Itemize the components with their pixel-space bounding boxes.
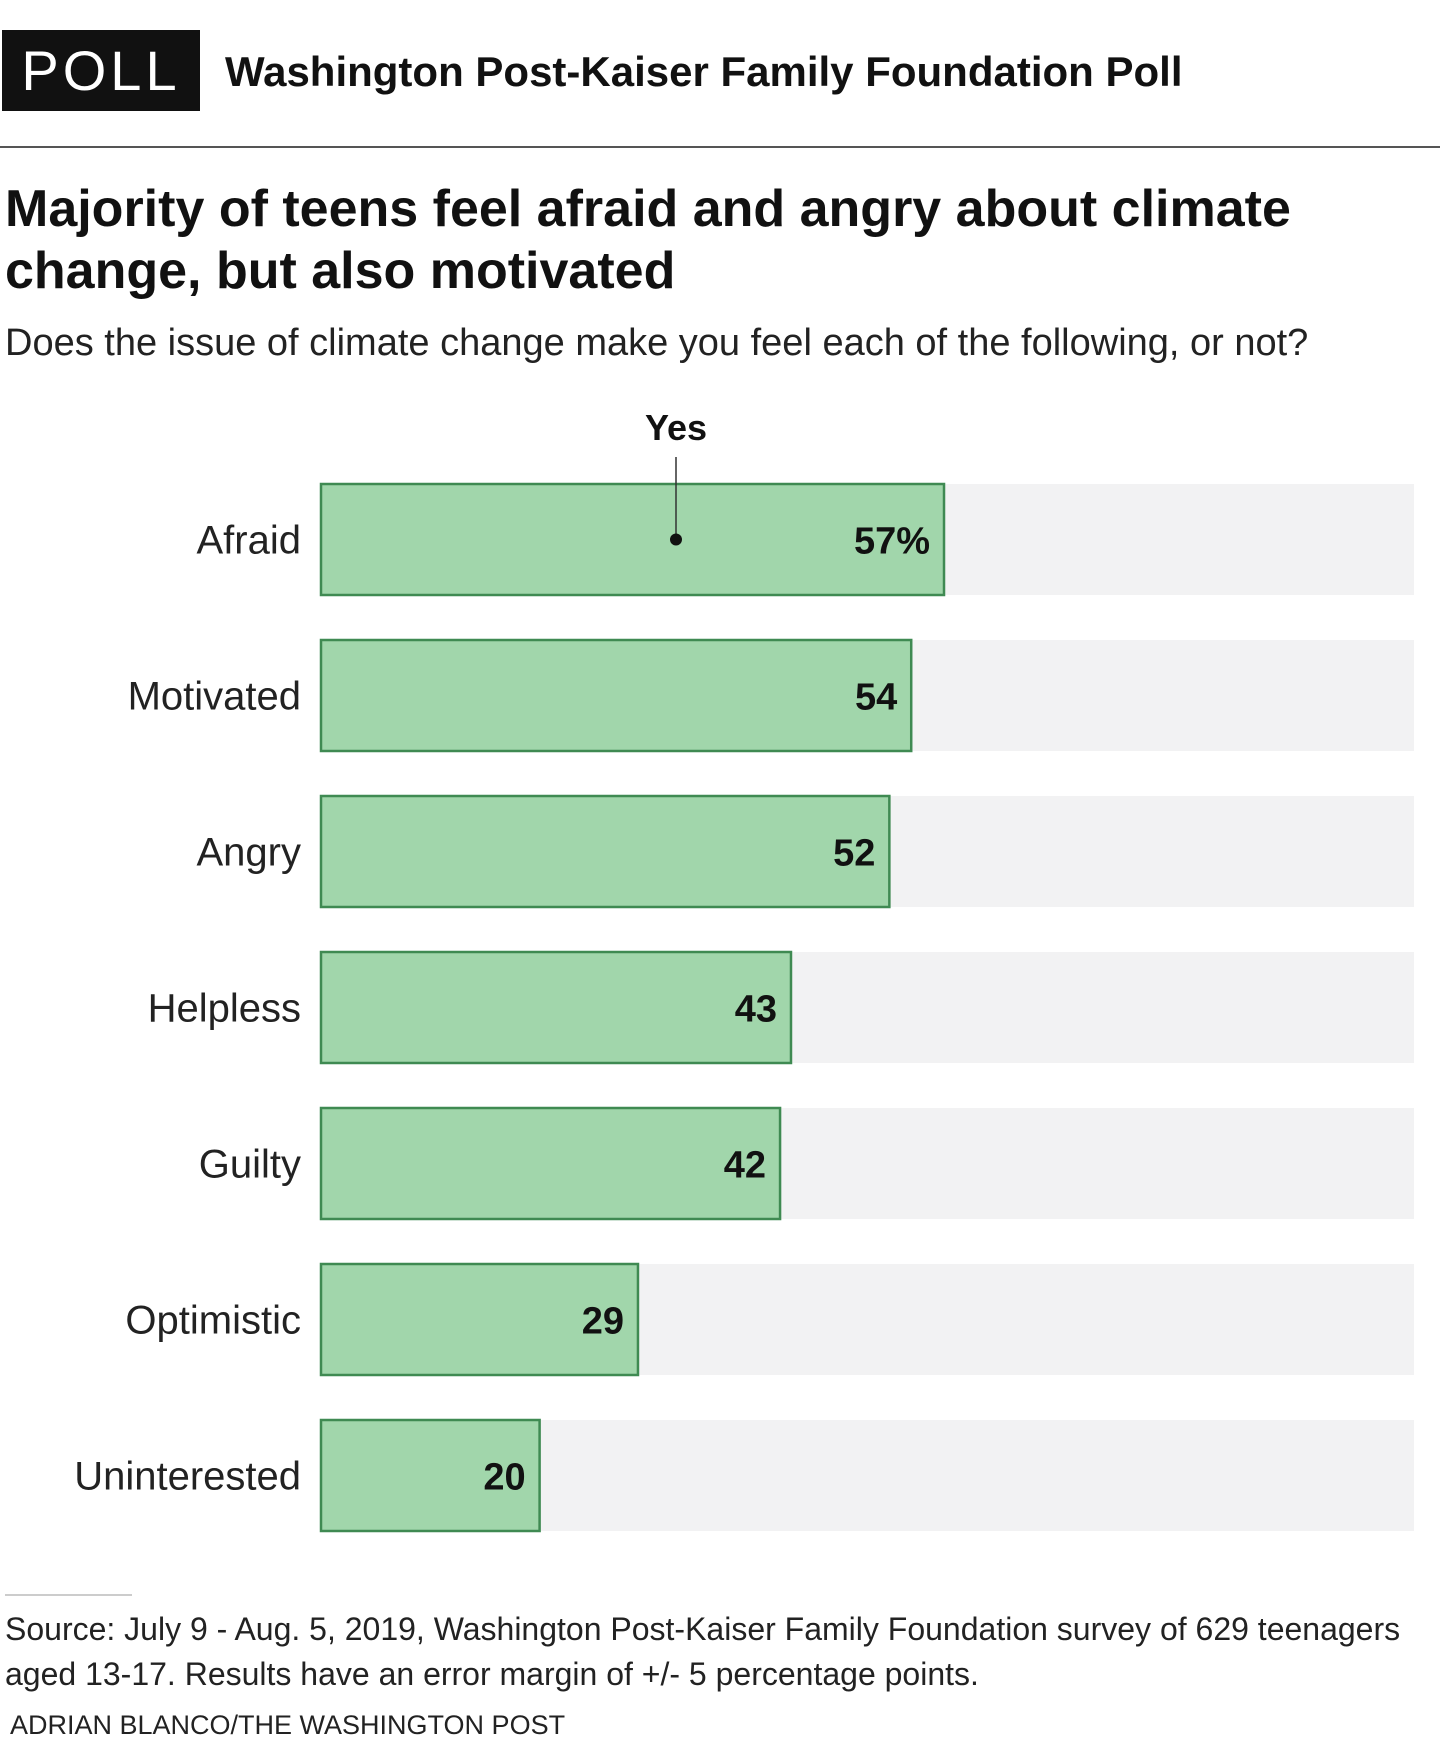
credit-line: ADRIAN BLANCO/THE WASHINGTON POST bbox=[10, 1710, 566, 1740]
value-label: 42 bbox=[724, 1145, 766, 1187]
bar bbox=[319, 1418, 541, 1533]
value-label: 54 bbox=[855, 677, 897, 719]
bar bbox=[319, 482, 946, 597]
category-label: Angry bbox=[197, 831, 302, 875]
poll-name: Washington Post-Kaiser Family Foundation… bbox=[225, 48, 1183, 95]
value-label: 52 bbox=[833, 833, 875, 875]
bar-chart: Afraid 57% Motivated 54 Angry 52 Helpless 43 Gui… bbox=[74, 407, 1414, 1533]
series-annotation: Yes bbox=[645, 407, 707, 448]
value-label: 29 bbox=[582, 1301, 624, 1343]
bar bbox=[319, 1262, 640, 1377]
category-label: Optimistic bbox=[125, 1299, 301, 1343]
category-label: Afraid bbox=[197, 519, 302, 563]
category-label: Uninterested bbox=[74, 1455, 301, 1499]
annotation-dot bbox=[670, 533, 682, 546]
value-label: 43 bbox=[735, 989, 777, 1031]
source-note: Source: July 9 - Aug. 5, 2019, Washingto… bbox=[5, 1611, 1401, 1692]
category-label: Guilty bbox=[199, 1143, 301, 1187]
footer-divider bbox=[5, 1594, 132, 1596]
bar bbox=[319, 950, 793, 1065]
value-label: 20 bbox=[483, 1457, 525, 1499]
chart-subtitle: Does the issue of climate change make yo… bbox=[5, 322, 1309, 364]
poll-badge: POLL bbox=[2, 30, 200, 111]
bar bbox=[319, 1106, 782, 1221]
bar bbox=[319, 794, 891, 909]
value-label: 57% bbox=[854, 521, 930, 563]
chart-title: Majority of teens feel afraid and angry … bbox=[5, 180, 1291, 300]
category-label: Helpless bbox=[148, 987, 301, 1031]
bar bbox=[319, 638, 913, 753]
category-label: Motivated bbox=[128, 675, 301, 719]
header-divider bbox=[0, 146, 1440, 148]
